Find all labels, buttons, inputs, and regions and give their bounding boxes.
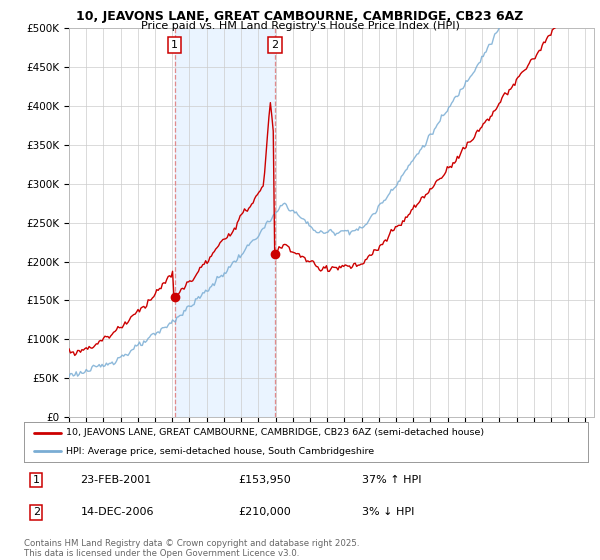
Text: 2: 2: [271, 40, 278, 50]
Text: HPI: Average price, semi-detached house, South Cambridgeshire: HPI: Average price, semi-detached house,…: [66, 447, 374, 456]
Text: 3% ↓ HPI: 3% ↓ HPI: [362, 507, 415, 517]
Bar: [175, 28, 275, 417]
Text: £210,000: £210,000: [238, 507, 291, 517]
Text: £153,950: £153,950: [238, 475, 291, 485]
Text: Contains HM Land Registry data © Crown copyright and database right 2025.
This d: Contains HM Land Registry data © Crown c…: [24, 539, 359, 558]
Text: 10, JEAVONS LANE, GREAT CAMBOURNE, CAMBRIDGE, CB23 6AZ (semi-detached house): 10, JEAVONS LANE, GREAT CAMBOURNE, CAMBR…: [66, 428, 484, 437]
Text: 10, JEAVONS LANE, GREAT CAMBOURNE, CAMBRIDGE, CB23 6AZ: 10, JEAVONS LANE, GREAT CAMBOURNE, CAMBR…: [76, 10, 524, 23]
Text: 23-FEB-2001: 23-FEB-2001: [80, 475, 152, 485]
Text: 37% ↑ HPI: 37% ↑ HPI: [362, 475, 422, 485]
Text: 2: 2: [33, 507, 40, 517]
Text: 1: 1: [171, 40, 178, 50]
Text: 14-DEC-2006: 14-DEC-2006: [80, 507, 154, 517]
Text: Price paid vs. HM Land Registry's House Price Index (HPI): Price paid vs. HM Land Registry's House …: [140, 21, 460, 31]
Text: 1: 1: [33, 475, 40, 485]
